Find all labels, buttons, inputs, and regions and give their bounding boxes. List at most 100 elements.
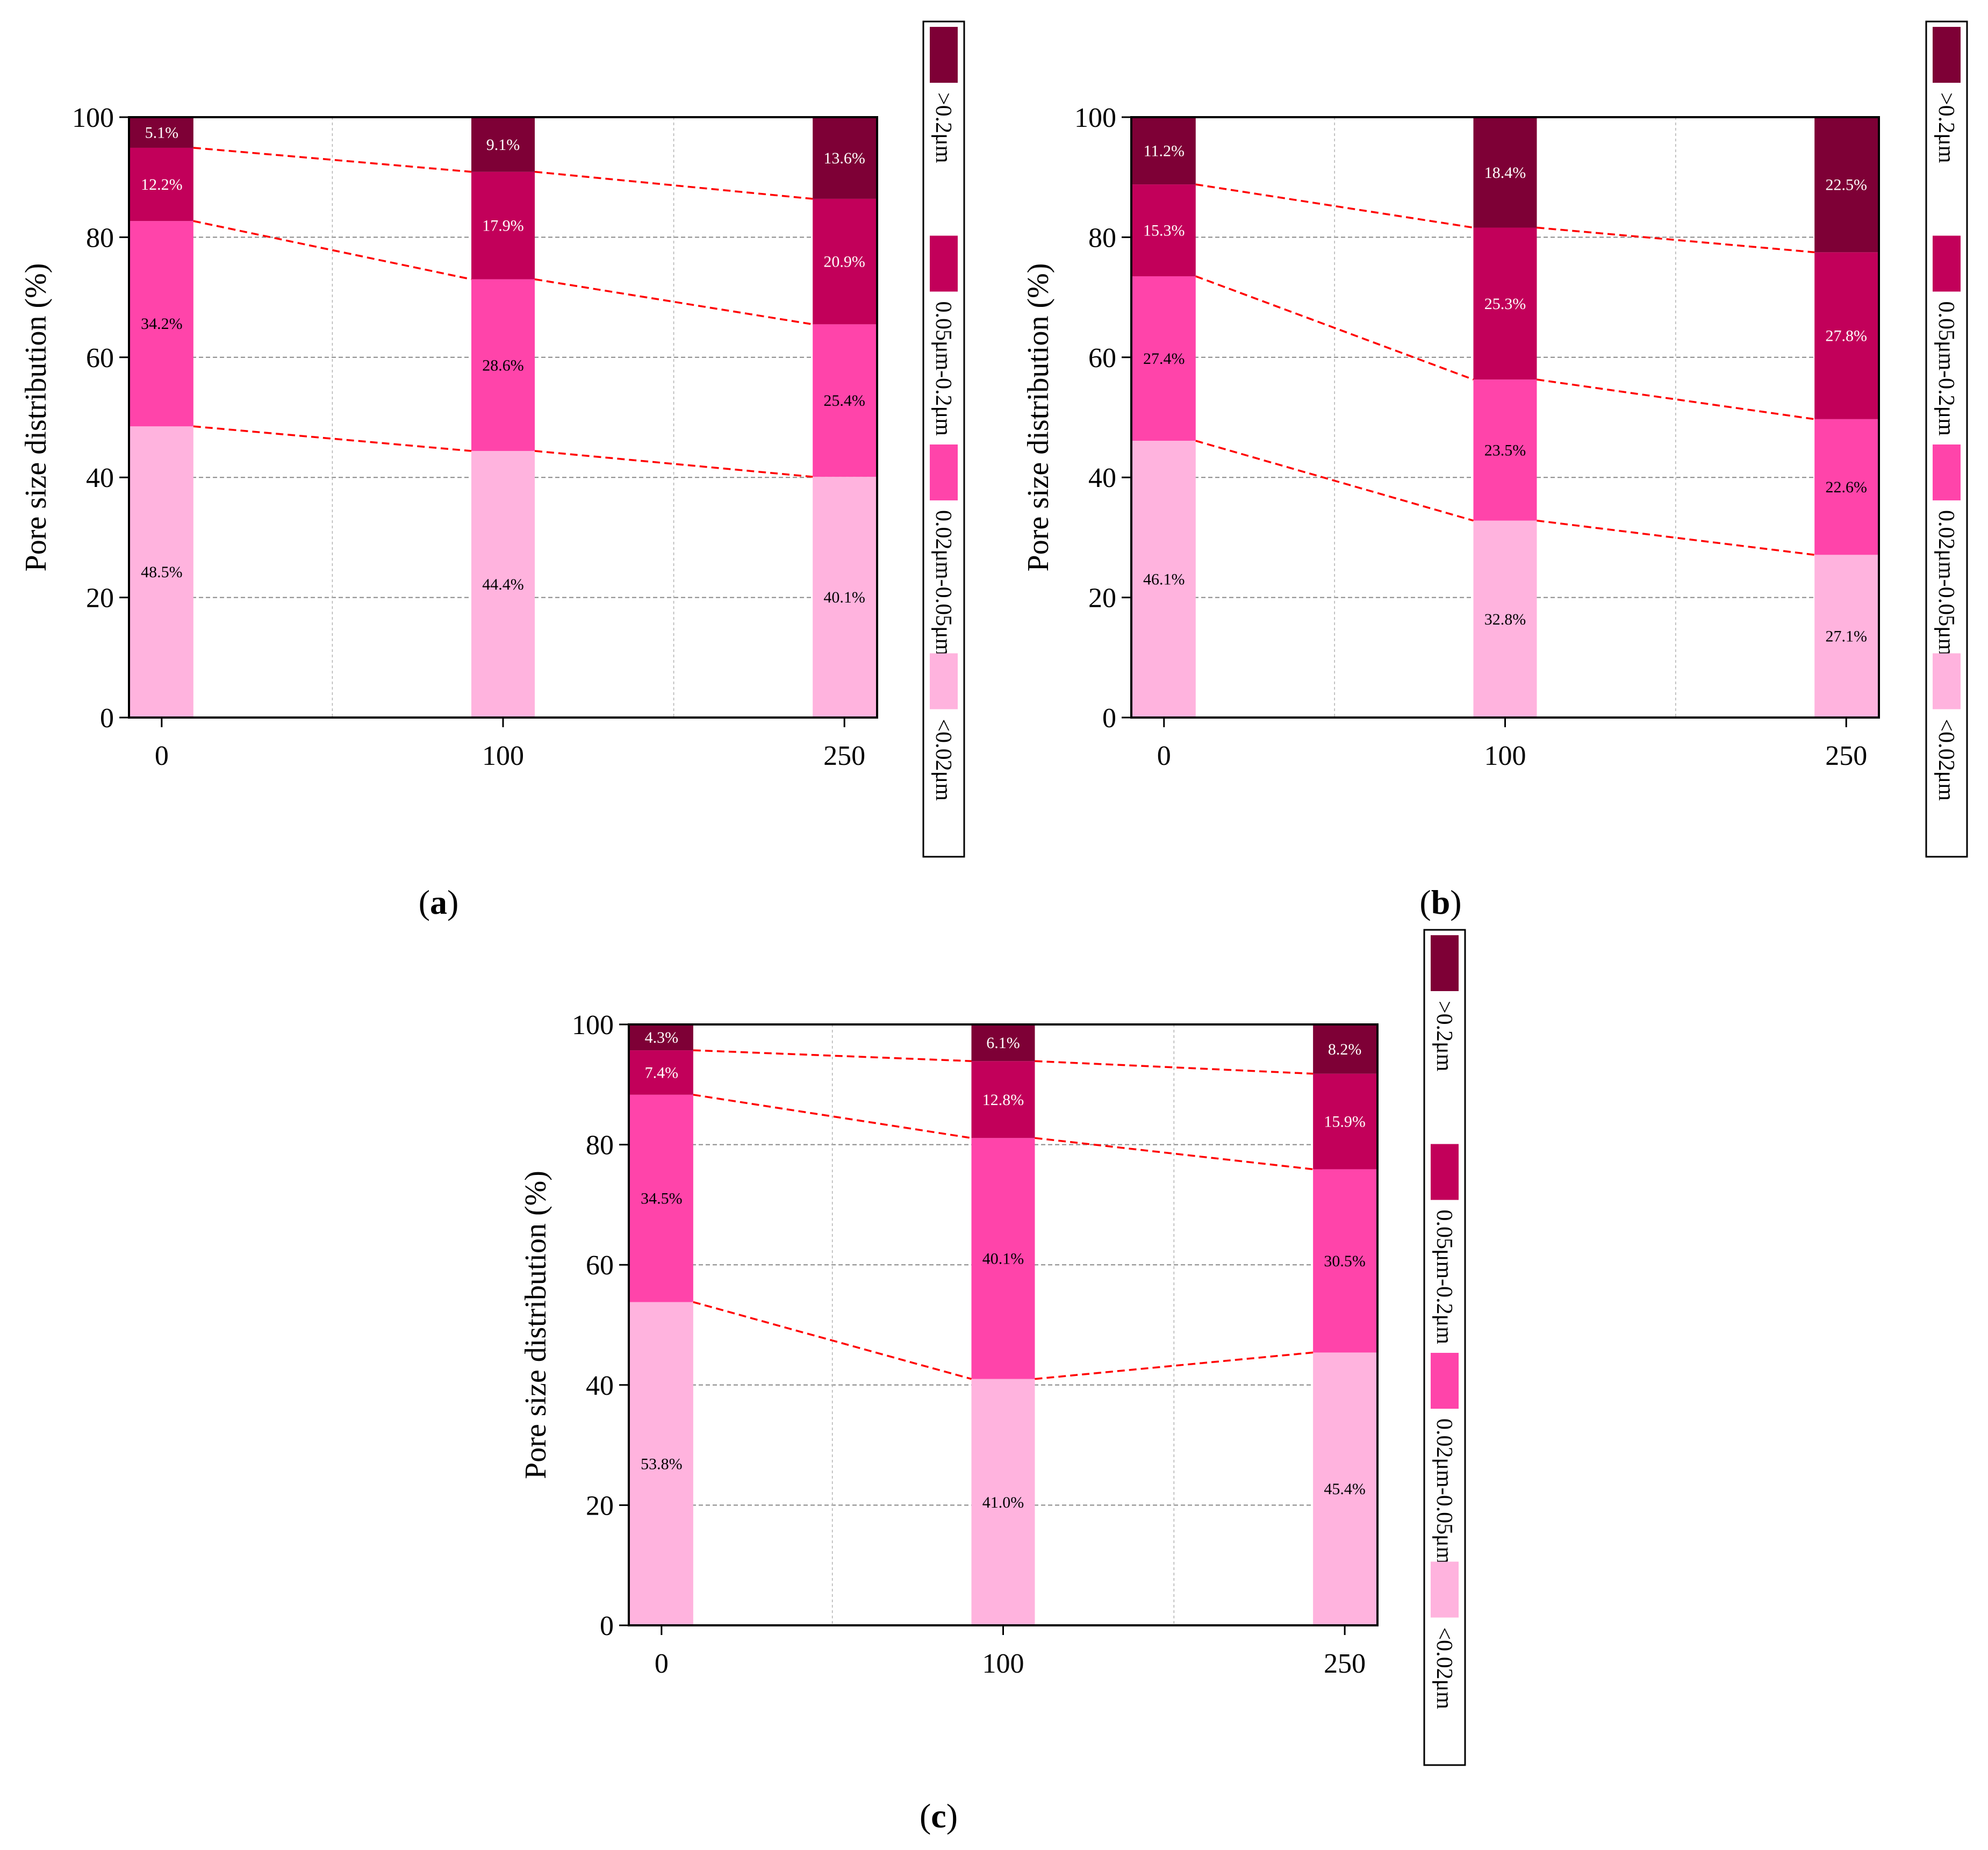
bar-segment bbox=[1814, 419, 1878, 555]
bar-segment bbox=[629, 1050, 693, 1095]
bar-segment bbox=[1313, 1024, 1377, 1074]
x-tick-label: 0 bbox=[1157, 741, 1171, 771]
bar-data-label: 25.3% bbox=[1484, 295, 1526, 313]
panel-label: (a) bbox=[419, 883, 459, 921]
y-tick-label: 100 bbox=[1074, 103, 1116, 133]
y-tick-label: 0 bbox=[1102, 703, 1116, 734]
bar-data-label: 34.5% bbox=[641, 1190, 683, 1208]
chart-panel-b: 46.1% 27.4% 15.3% 11.2% 32.8% 23.5% 25.3% 18.4%… bbox=[1022, 20, 1968, 921]
bar-segment bbox=[1473, 379, 1537, 521]
panel-label: (b) bbox=[1419, 883, 1461, 921]
x-tick-label: 250 bbox=[823, 741, 865, 771]
bar-segment bbox=[130, 147, 193, 221]
bar-data-label: 53.8% bbox=[641, 1455, 683, 1473]
bar-data-label: 25.4% bbox=[823, 392, 865, 410]
trend-line bbox=[1195, 440, 1474, 522]
panel-label: (c) bbox=[920, 1797, 958, 1835]
bar-data-label: 27.8% bbox=[1825, 327, 1867, 345]
y-tick-label: 60 bbox=[1088, 343, 1116, 374]
x-tick-label: 250 bbox=[1324, 1648, 1366, 1679]
bar-segment bbox=[971, 1379, 1035, 1625]
y-tick-label: 80 bbox=[86, 223, 114, 253]
y-tick-label: 20 bbox=[586, 1490, 614, 1521]
bar-segment bbox=[1473, 520, 1537, 718]
legend-label: >0.2μm bbox=[1432, 1001, 1456, 1072]
chart-panel-a: 48.5% 34.2% 12.2% 5.1% 44.4% 28.6% 17.9% 9.1% 40… bbox=[19, 20, 965, 921]
bar-data-label: 44.4% bbox=[482, 576, 524, 593]
legend-swatch bbox=[930, 235, 958, 292]
bar-data-label: 22.6% bbox=[1825, 478, 1867, 496]
y-tick-label: 60 bbox=[86, 343, 114, 374]
bar-segment bbox=[1313, 1073, 1377, 1170]
y-tick-label: 80 bbox=[1088, 223, 1116, 253]
bar-segment bbox=[813, 117, 877, 199]
y-tick-label: 60 bbox=[586, 1250, 614, 1281]
bar-data-label: 23.5% bbox=[1484, 441, 1526, 459]
bar-segment bbox=[471, 451, 535, 718]
legend-swatch bbox=[1431, 1561, 1459, 1618]
trend-line bbox=[1035, 1060, 1314, 1075]
legend-swatch bbox=[1431, 935, 1459, 991]
bar-segment bbox=[1313, 1352, 1377, 1625]
bar-segment bbox=[813, 324, 877, 477]
bar-segment bbox=[629, 1302, 693, 1625]
y-tick-label: 0 bbox=[600, 1611, 614, 1641]
legend-label: 0.02μm-0.05μm bbox=[1934, 510, 1958, 656]
bar-data-label: 4.3% bbox=[645, 1029, 679, 1046]
y-tick-label: 20 bbox=[1088, 583, 1116, 614]
bar-segment bbox=[1132, 276, 1196, 441]
y-tick-label: 80 bbox=[586, 1130, 614, 1161]
bar-data-label: 12.2% bbox=[141, 176, 183, 193]
y-tick-label: 0 bbox=[100, 703, 114, 734]
trend-line bbox=[193, 220, 472, 281]
bar-data-label: 15.9% bbox=[1324, 1113, 1366, 1131]
bar-segment bbox=[471, 117, 535, 172]
legend-swatch bbox=[930, 653, 958, 709]
bar-segment bbox=[1814, 252, 1878, 419]
bar-segment bbox=[130, 426, 193, 718]
legend-swatch bbox=[1431, 1353, 1459, 1409]
legend-swatch bbox=[930, 444, 958, 500]
bar-data-label: 20.9% bbox=[823, 253, 865, 271]
x-tick-label: 0 bbox=[655, 1648, 669, 1679]
bar-segment bbox=[1814, 555, 1878, 718]
legend-box bbox=[922, 20, 965, 858]
bar-data-label: 28.6% bbox=[482, 356, 524, 374]
legend-label: 0.02μm-0.05μm bbox=[1432, 1418, 1456, 1565]
bar-data-label: 48.5% bbox=[141, 563, 183, 581]
bar-segment bbox=[1473, 227, 1537, 380]
legend-box bbox=[1423, 929, 1466, 1766]
y-tick-label: 100 bbox=[572, 1010, 614, 1041]
bar-data-label: 6.1% bbox=[986, 1034, 1020, 1052]
x-tick-label: 100 bbox=[482, 741, 524, 771]
bar-data-label: 8.2% bbox=[1328, 1041, 1362, 1058]
legend-label: >0.2μm bbox=[1934, 92, 1958, 163]
x-tick-label: 100 bbox=[982, 1648, 1024, 1679]
bar-segment bbox=[629, 1024, 693, 1051]
legend-label: 0.05μm-0.2μm bbox=[1432, 1210, 1456, 1345]
bar-data-label: 22.5% bbox=[1825, 176, 1867, 194]
bar-segment bbox=[1132, 117, 1196, 185]
bar-segment bbox=[971, 1024, 1035, 1062]
x-tick-label: 0 bbox=[155, 741, 169, 771]
bar-segment bbox=[813, 477, 877, 718]
y-tick-label: 40 bbox=[586, 1371, 614, 1401]
bar-data-label: 7.4% bbox=[645, 1064, 679, 1081]
y-axis-label: Pore size distribution (%) bbox=[19, 263, 53, 572]
bar-data-label: 15.3% bbox=[1143, 222, 1185, 240]
legend-swatch bbox=[1933, 235, 1961, 292]
trend-line bbox=[693, 1049, 972, 1062]
bar-data-label: 32.8% bbox=[1484, 611, 1526, 628]
bar-data-label: 40.1% bbox=[823, 589, 865, 606]
bar-segment bbox=[971, 1061, 1035, 1138]
bar-segment bbox=[130, 117, 193, 148]
y-axis-label: Pore size distribution (%) bbox=[1022, 263, 1055, 572]
trend-line bbox=[693, 1301, 972, 1380]
x-tick-label: 250 bbox=[1825, 741, 1867, 771]
bar-data-label: 13.6% bbox=[823, 149, 865, 167]
bar-data-label: 9.1% bbox=[486, 136, 520, 154]
bar-segment bbox=[1473, 117, 1537, 228]
legend-swatch bbox=[1933, 444, 1961, 500]
y-axis-label: Pore size distribution (%) bbox=[519, 1171, 552, 1479]
